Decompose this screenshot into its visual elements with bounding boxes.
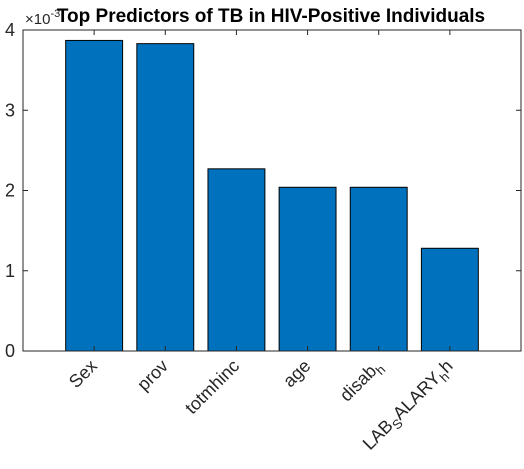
y-exponent-label: ×10-3 bbox=[25, 8, 60, 28]
x-tick-label: prov bbox=[133, 356, 172, 395]
chart-title: Top Predictors of TB in HIV-Positive Ind… bbox=[57, 6, 485, 27]
y-tick-label: 4 bbox=[5, 20, 15, 40]
x-tick-label: totmhinc bbox=[181, 356, 243, 418]
y-tick-label: 3 bbox=[5, 100, 15, 120]
bar-prov bbox=[136, 43, 195, 352]
axes-layer bbox=[22, 29, 522, 352]
y-tick-label: 0 bbox=[5, 341, 15, 361]
bar-age bbox=[278, 186, 337, 352]
bar-Sex bbox=[65, 39, 124, 352]
x-tick-label: Sex bbox=[65, 356, 101, 392]
x-tick-label: disabh bbox=[336, 356, 389, 409]
bar-disab_h bbox=[349, 186, 408, 352]
x-tick-label: age bbox=[279, 356, 314, 391]
y-tick-label: 1 bbox=[5, 261, 15, 281]
y-tick-label: 2 bbox=[5, 181, 15, 201]
bar-LAB_SALARY_h bbox=[420, 247, 479, 352]
bar-totmhinc bbox=[207, 168, 266, 352]
bars-layer bbox=[65, 39, 479, 352]
